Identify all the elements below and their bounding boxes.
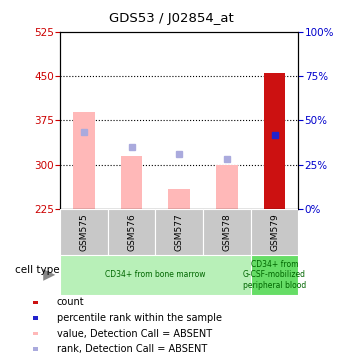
Text: cell type: cell type: [15, 265, 60, 275]
Bar: [33, 332, 38, 335]
Text: GSM578: GSM578: [222, 213, 232, 251]
Bar: [251, 209, 298, 255]
Bar: [121, 156, 142, 209]
Text: GSM577: GSM577: [175, 213, 184, 251]
Bar: [108, 209, 155, 255]
Text: GSM576: GSM576: [127, 213, 136, 251]
Bar: [251, 255, 298, 295]
Text: rank, Detection Call = ABSENT: rank, Detection Call = ABSENT: [57, 344, 207, 354]
Bar: [216, 165, 238, 209]
Bar: [168, 190, 190, 209]
Text: GSM575: GSM575: [79, 213, 88, 251]
Text: CD34+ from
G-CSF-mobilized
peripheral blood: CD34+ from G-CSF-mobilized peripheral bl…: [243, 260, 306, 290]
Bar: [60, 209, 108, 255]
Polygon shape: [43, 269, 55, 281]
Bar: [33, 301, 38, 304]
Text: CD34+ from bone marrow: CD34+ from bone marrow: [105, 270, 206, 280]
Bar: [264, 74, 285, 209]
Text: count: count: [57, 297, 84, 307]
Text: percentile rank within the sample: percentile rank within the sample: [57, 313, 222, 323]
Bar: [60, 255, 251, 295]
Bar: [203, 209, 251, 255]
Bar: [33, 347, 38, 351]
Text: GDS53 / J02854_at: GDS53 / J02854_at: [109, 12, 234, 25]
Text: GSM579: GSM579: [270, 213, 279, 251]
Bar: [73, 112, 95, 209]
Text: value, Detection Call = ABSENT: value, Detection Call = ABSENT: [57, 328, 212, 338]
Bar: [33, 316, 38, 320]
Bar: [155, 209, 203, 255]
